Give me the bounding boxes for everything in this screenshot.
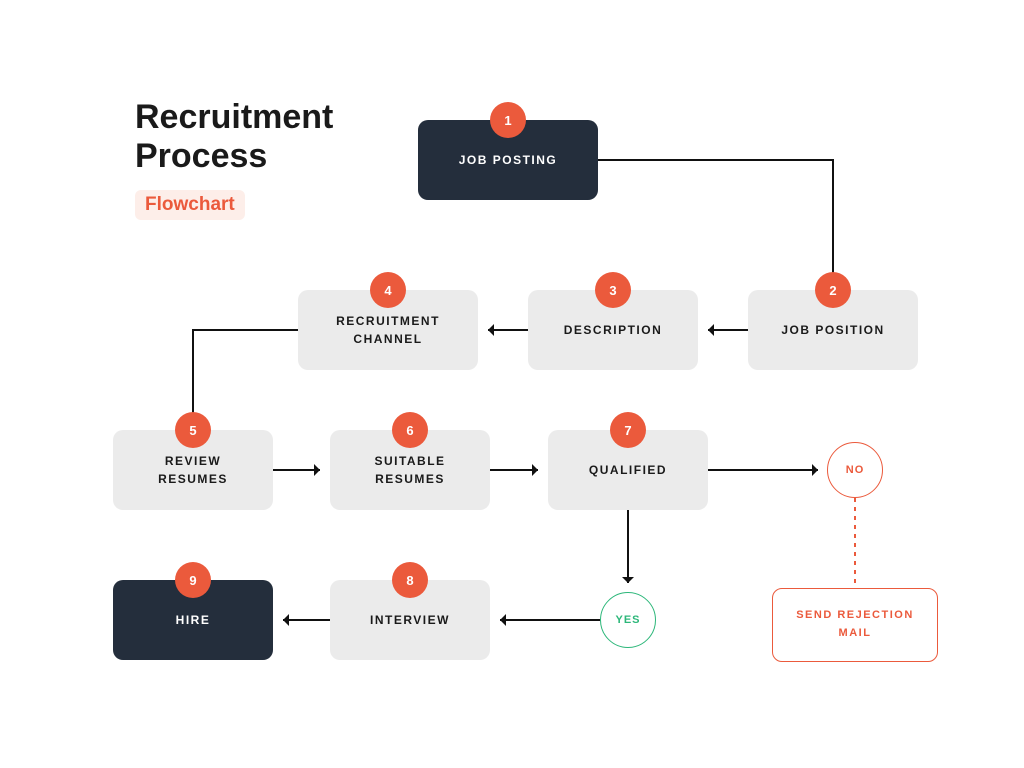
- decision-no: NO: [827, 442, 883, 498]
- badge-n6: 6: [392, 412, 428, 448]
- badge-n4: 4: [370, 272, 406, 308]
- edge-e1: [598, 160, 833, 280]
- title-line-2: Process: [135, 137, 267, 175]
- title-line-1: Recruitment: [135, 98, 333, 136]
- badge-n7: 7: [610, 412, 646, 448]
- node-rejection: SEND REJECTION MAIL: [772, 588, 938, 662]
- flowchart-tag: Flowchart: [135, 190, 245, 220]
- badge-n8: 8: [392, 562, 428, 598]
- edge-e4: [193, 330, 298, 420]
- tag-label: Flowchart: [145, 194, 235, 215]
- decision-yes: YES: [600, 592, 656, 648]
- badge-n1: 1: [490, 102, 526, 138]
- badge-n5: 5: [175, 412, 211, 448]
- badge-n2: 2: [815, 272, 851, 308]
- badge-n3: 3: [595, 272, 631, 308]
- badge-n9: 9: [175, 562, 211, 598]
- page-title: Recruitment Process: [135, 98, 333, 176]
- flowchart-canvas: Recruitment Process Flowchart JOB POSTIN…: [0, 0, 1024, 768]
